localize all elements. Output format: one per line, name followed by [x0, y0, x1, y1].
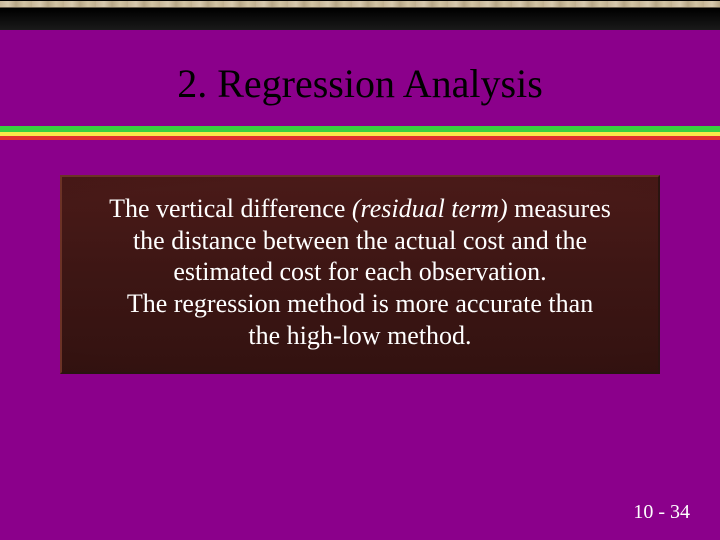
content-line1-b: measures	[508, 194, 611, 223]
underline-red-stripe	[0, 136, 720, 140]
top-decorative-banner	[0, 0, 720, 30]
title-area: 2. Regression Analysis	[0, 60, 720, 107]
content-line3: estimated cost for each observation.	[173, 257, 546, 286]
slide-container: 2. Regression Analysis The vertical diff…	[0, 0, 720, 540]
content-line1-italic: (residual term)	[352, 194, 508, 223]
content-line2: the distance between the actual cost and…	[133, 226, 587, 255]
content-box: The vertical difference (residual term) …	[60, 175, 660, 374]
page-number: 10 - 34	[633, 501, 690, 524]
content-text: The vertical difference (residual term) …	[80, 193, 640, 352]
content-line5: the high-low method.	[248, 321, 471, 350]
title-underline	[0, 126, 720, 140]
slide-title: 2. Regression Analysis	[0, 60, 720, 107]
content-line1-a: The vertical difference	[109, 194, 352, 223]
content-line4: The regression method is more accurate t…	[127, 289, 593, 318]
